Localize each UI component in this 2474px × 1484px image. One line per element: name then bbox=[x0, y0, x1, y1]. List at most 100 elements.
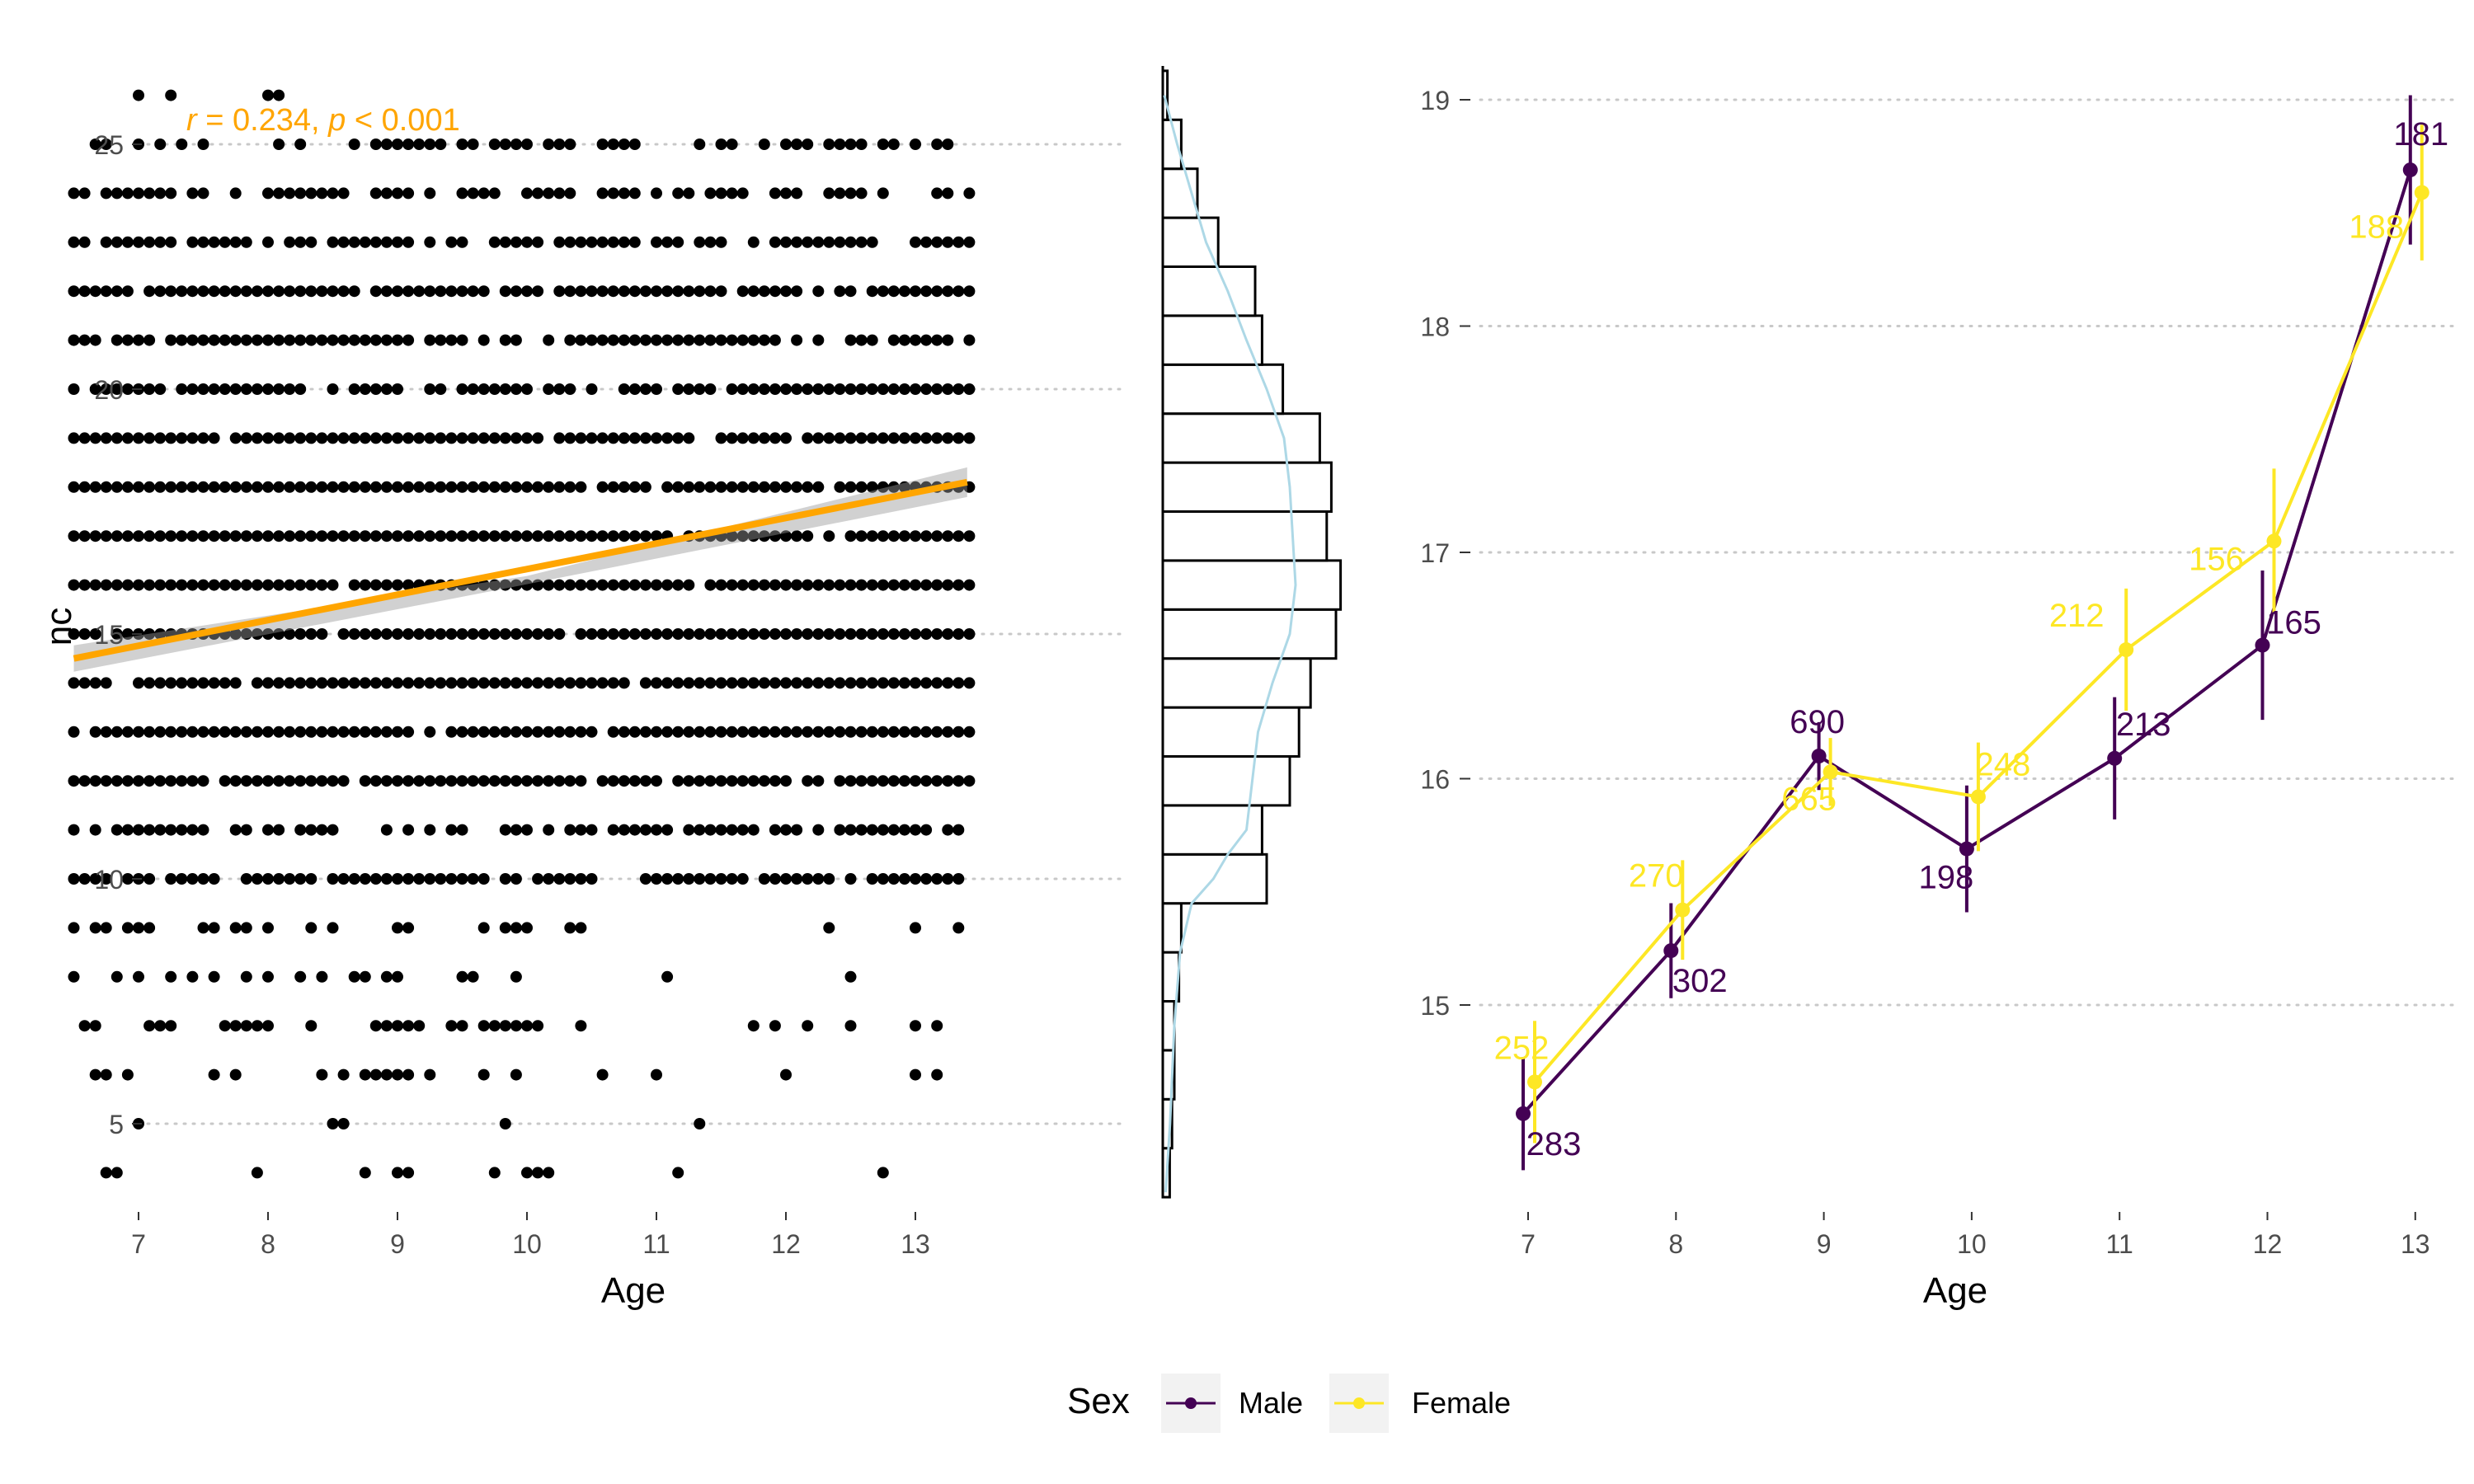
scatter-point bbox=[219, 1020, 231, 1032]
scatter-point bbox=[424, 726, 436, 738]
scatter-point bbox=[553, 285, 566, 298]
scatter-point bbox=[229, 1020, 242, 1032]
scatter-point bbox=[262, 628, 274, 640]
point-female bbox=[1675, 902, 1691, 918]
scatter-point bbox=[694, 236, 706, 248]
scatter-point bbox=[639, 334, 651, 346]
scatter-point bbox=[521, 285, 533, 298]
scatter-point bbox=[488, 530, 501, 542]
scatter-point bbox=[499, 628, 511, 640]
point-female bbox=[1527, 1074, 1542, 1090]
scatter-point bbox=[100, 383, 112, 395]
regression-line bbox=[73, 478, 968, 662]
scatter-point bbox=[89, 383, 101, 395]
scatter-point bbox=[802, 775, 814, 787]
scatter-point bbox=[791, 481, 803, 493]
scatter-point bbox=[499, 383, 511, 395]
scatter-point bbox=[726, 579, 738, 591]
scatter-point bbox=[435, 139, 447, 150]
scatter-point bbox=[284, 677, 296, 689]
scatter-point bbox=[499, 139, 511, 150]
scatter-point bbox=[747, 775, 760, 787]
scatter-point bbox=[769, 1020, 781, 1032]
scatter-point bbox=[575, 236, 587, 248]
scatter-point bbox=[133, 187, 144, 200]
scatter-point bbox=[877, 677, 889, 689]
scatter-point bbox=[392, 1020, 403, 1032]
scatter-point bbox=[543, 530, 555, 542]
scatter-point bbox=[931, 187, 943, 200]
scatter-point bbox=[758, 873, 770, 885]
scatter-point bbox=[467, 481, 479, 493]
scatter-point bbox=[89, 139, 101, 150]
scatter-point bbox=[348, 383, 360, 395]
scatter-point bbox=[477, 432, 490, 444]
scatter-point bbox=[628, 481, 641, 493]
scatter-point bbox=[844, 1020, 857, 1032]
scatter-point bbox=[963, 432, 976, 444]
scatter-point bbox=[758, 726, 770, 738]
scatter-point bbox=[942, 628, 954, 640]
scatter-point bbox=[445, 824, 458, 836]
scatter-point bbox=[942, 139, 954, 150]
scatter-point bbox=[305, 285, 317, 298]
scatter-point bbox=[887, 432, 900, 444]
scatter-point bbox=[521, 481, 533, 493]
scatter-point bbox=[532, 236, 544, 248]
scatter-point bbox=[769, 187, 781, 200]
scatter-point bbox=[942, 775, 954, 787]
scatter-point bbox=[521, 530, 533, 542]
scatter-point bbox=[586, 579, 598, 591]
scatter-point bbox=[499, 775, 511, 787]
scatter-point bbox=[348, 481, 360, 493]
scatter-point bbox=[402, 1020, 415, 1032]
scatter-point bbox=[877, 579, 889, 591]
scatter-point bbox=[651, 432, 662, 444]
histogram-bar bbox=[1161, 755, 1291, 807]
scatter-point bbox=[683, 481, 695, 493]
scatter-point bbox=[866, 579, 878, 591]
scatter-point bbox=[812, 285, 825, 298]
scatter-point bbox=[553, 481, 566, 493]
scatter-y-tick-label: 10 bbox=[94, 865, 124, 895]
scatter-point bbox=[769, 824, 781, 836]
scatter-point bbox=[100, 726, 112, 738]
scatter-point bbox=[89, 824, 101, 836]
scatter-point bbox=[920, 530, 933, 542]
scatter-point bbox=[952, 824, 965, 836]
scatter-point bbox=[305, 726, 317, 738]
scatter-point bbox=[607, 530, 619, 542]
scatter-point bbox=[273, 530, 285, 542]
scatter-point bbox=[133, 530, 144, 542]
scatter-point bbox=[229, 824, 242, 836]
scatter-point bbox=[672, 873, 684, 885]
scatter-point bbox=[866, 824, 878, 836]
scatter-point bbox=[78, 481, 91, 493]
scatter-point bbox=[68, 187, 80, 200]
scatter-y-tick-labels: 5 10 15 20 25 bbox=[94, 130, 142, 1139]
scatter-point bbox=[910, 677, 921, 689]
scatter-point bbox=[100, 579, 112, 591]
scatter-point bbox=[834, 432, 846, 444]
scatter-point bbox=[553, 677, 566, 689]
scatter-point bbox=[736, 383, 749, 395]
scatter-point bbox=[262, 873, 274, 885]
scatter-point bbox=[284, 383, 296, 395]
scatter-point bbox=[704, 481, 717, 493]
scatter-point bbox=[575, 1020, 587, 1032]
point-male bbox=[1663, 943, 1679, 959]
scatter-point bbox=[521, 922, 533, 934]
scatter-y-tick-label: 5 bbox=[109, 1110, 124, 1139]
scatter-point bbox=[543, 481, 555, 493]
scatter-point bbox=[963, 775, 976, 787]
scatter-point bbox=[327, 726, 339, 738]
scatter-points bbox=[68, 89, 976, 1179]
scatter-point bbox=[208, 334, 220, 346]
scatter-point bbox=[143, 285, 156, 298]
scatter-point bbox=[510, 285, 522, 298]
scatter-point bbox=[262, 530, 274, 542]
scatter-point bbox=[100, 873, 112, 885]
scatter-point bbox=[769, 530, 781, 542]
scatter-point bbox=[284, 726, 296, 738]
scatter-point bbox=[920, 726, 933, 738]
